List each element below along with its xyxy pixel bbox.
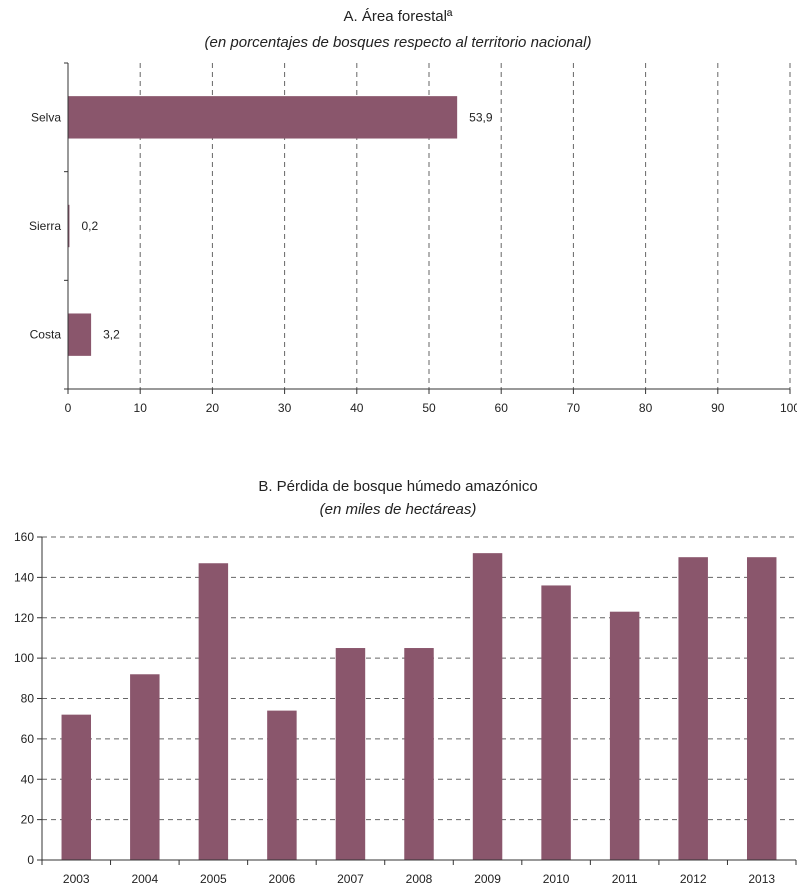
chart-a-x-tick-label: 60 — [495, 401, 509, 415]
chart-b-title: B. Pérdida de bosque húmedo amazónico — [258, 478, 537, 495]
chart-b-bar-2007 — [335, 648, 366, 860]
chart-a-title: A. Área forestalª — [344, 8, 453, 25]
chart-a-category-label: Sierra — [29, 219, 61, 233]
chart-a-data-label: 53,9 — [469, 110, 493, 124]
chart-a-x-tick-label: 50 — [422, 401, 436, 415]
chart-b-x-tick-label: 2004 — [131, 872, 158, 886]
chart-a-x-tick-label: 0 — [65, 401, 72, 415]
chart-b-y-tick-label: 60 — [21, 732, 35, 746]
chart-a-x-tick-label: 80 — [639, 401, 653, 415]
chart-b-subtitle: (en miles de hectáreas) — [320, 501, 477, 518]
chart-a-x-tick-label: 70 — [567, 401, 581, 415]
chart-b-x-tick-label: 2011 — [612, 872, 638, 886]
chart-b-x-tick-label: 2008 — [406, 872, 433, 886]
chart-b-bar-2005 — [198, 563, 229, 860]
chart-a-bar-costa — [68, 313, 92, 356]
chart-b-bar-2009 — [472, 553, 503, 860]
chart-b-y-tick-label: 100 — [14, 651, 34, 665]
chart-a-x-tick-label: 20 — [206, 401, 220, 415]
chart-a-data-label: 0,2 — [81, 219, 98, 233]
chart-b: B. Pérdida de bosque húmedo amazónico (e… — [14, 478, 797, 886]
chart-b-tick-labels: 0 20 40 60 80 100 120 140 160 2003 2004 2005 2006 200… — [14, 530, 775, 886]
chart-a-subtitle: (en porcentajes de bosques respecto al t… — [205, 34, 592, 51]
chart-b-bar-2011 — [609, 611, 640, 860]
chart-a-x-tick-label: 90 — [711, 401, 725, 415]
chart-a-axes — [64, 62, 791, 394]
chart-b-x-tick-label: 2005 — [200, 872, 227, 886]
chart-b-y-tick-label: 140 — [14, 570, 34, 584]
chart-b-y-tick-label: 80 — [21, 692, 35, 706]
chart-b-bars — [61, 553, 777, 860]
chart-b-x-tick-label: 2006 — [269, 872, 296, 886]
chart-b-x-tick-label: 2007 — [337, 872, 364, 886]
chart-a-bar-selva — [68, 96, 458, 139]
chart-a-data-label: 3,2 — [103, 328, 120, 342]
chart-a-x-tick-label: 10 — [134, 401, 148, 415]
chart-a-x-tick-label: 100 — [780, 401, 797, 415]
chart-a-x-tick-label: 40 — [350, 401, 364, 415]
chart-a-category-label: Selva — [31, 110, 61, 124]
chart-b-bar-2006 — [267, 710, 297, 860]
chart-b-y-tick-label: 40 — [21, 772, 35, 786]
chart-b-bar-2013 — [746, 557, 777, 860]
chart-b-x-tick-label: 2003 — [63, 872, 90, 886]
chart-a-tick-labels: 0 10 20 30 40 50 60 70 80 90 100 Selva Sierra Costa — [29, 110, 797, 415]
chart-b-axes — [37, 536, 797, 865]
chart-b-bar-2010 — [541, 585, 571, 860]
chart-a-bars: 53,9 0,2 3,2 — [68, 96, 493, 356]
chart-b-bar-2003 — [61, 714, 92, 860]
chart-a-bar-sierra — [68, 204, 70, 248]
chart-b-bar-2004 — [130, 674, 160, 860]
chart-a-category-label: Costa — [30, 328, 62, 342]
chart-b-x-tick-label: 2009 — [474, 872, 501, 886]
chart-b-bar-2008 — [404, 648, 434, 860]
chart-b-x-tick-label: 2013 — [748, 872, 775, 886]
chart-b-x-tick-label: 2010 — [543, 872, 570, 886]
chart-b-y-tick-label: 0 — [27, 853, 34, 867]
chart-a-x-tick-label: 30 — [278, 401, 292, 415]
chart-b-bar-2012 — [678, 557, 708, 860]
chart-a: A. Área forestalª (en porcentajes de bos… — [29, 8, 797, 415]
chart-b-y-tick-label: 160 — [14, 530, 34, 544]
chart-b-x-tick-label: 2012 — [680, 872, 707, 886]
chart-b-y-tick-label: 20 — [21, 813, 35, 827]
chart-b-y-tick-label: 120 — [14, 611, 34, 625]
